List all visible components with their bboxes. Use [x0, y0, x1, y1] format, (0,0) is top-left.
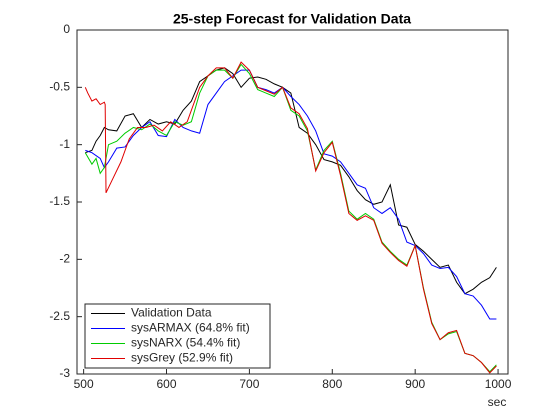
legend-label: sysGrey (52.9% fit) — [131, 351, 233, 365]
legend-box — [84, 303, 271, 369]
y-tick-label: -1 — [59, 137, 70, 151]
y-tick-label: -1.5 — [49, 194, 70, 208]
series-line — [84, 61, 497, 374]
series-line — [85, 69, 497, 320]
legend-label: sysNARX (54.4% fit) — [131, 336, 240, 350]
x-tick-label: 500 — [74, 377, 94, 391]
x-tick-label: 700 — [239, 377, 259, 391]
legend-label: Validation Data — [131, 306, 212, 320]
y-tick-label: -2.5 — [49, 309, 70, 323]
y-tick-label: -2 — [59, 252, 70, 266]
x-tick-label: 800 — [322, 377, 342, 391]
x-tick-label: 900 — [405, 377, 425, 391]
y-tick-label: -3 — [59, 366, 70, 380]
chart-title: 25-step Forecast for Validation Data — [173, 11, 411, 27]
plot-frame — [76, 29, 509, 375]
x-tick-label: 1000 — [485, 377, 512, 391]
x-tick-label: 600 — [156, 377, 176, 391]
legend-label: sysARMAX (64.8% fit) — [131, 321, 250, 335]
y-tick-label: -0.5 — [49, 80, 70, 94]
x-axis-label: sec — [488, 395, 507, 409]
y-tick-label: 0 — [63, 22, 70, 36]
